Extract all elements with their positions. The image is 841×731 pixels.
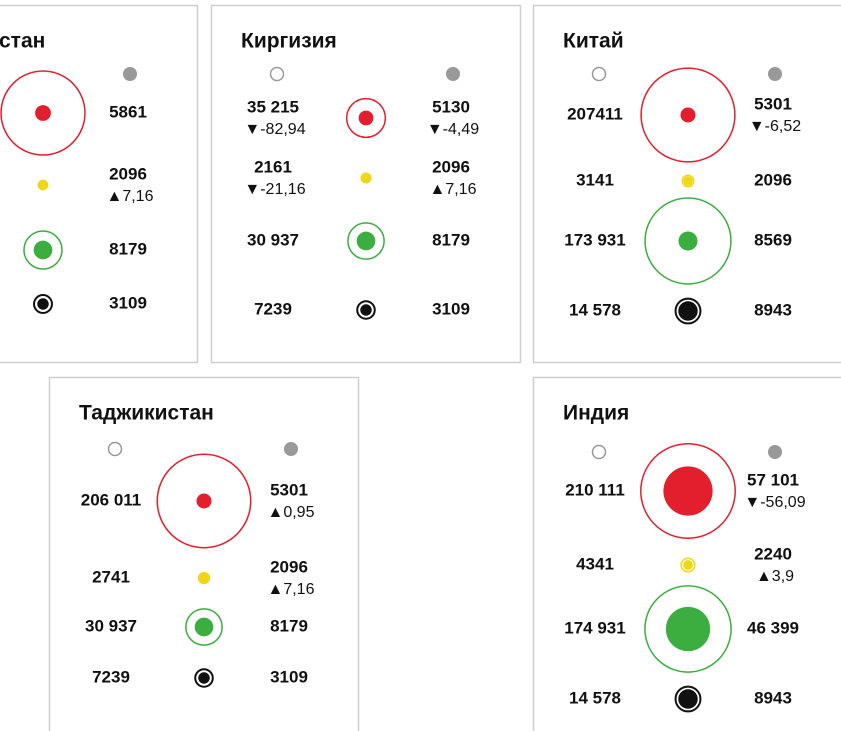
card: Киргизия 35 215 ▼-82,94 5130 ▼-4,49 2161 ▼-21,…: [210, 4, 522, 364]
left-value: 35 215: [247, 97, 299, 116]
right-change: ▼-56,09: [744, 494, 805, 511]
left-value: 2741: [92, 567, 130, 586]
right-change: ▲3,9: [756, 568, 794, 585]
right-value: 8943: [754, 688, 792, 707]
inner-dot: [199, 573, 209, 583]
card: Китай 207411 5301 ▼-6,52 3141 2096 173 931 8569…: [532, 4, 841, 364]
inner-dot: [683, 176, 693, 186]
right-change: ▲7,16: [107, 188, 154, 205]
right-value: 5130: [432, 97, 470, 116]
inner-dot: [663, 466, 713, 516]
right-value: 8943: [754, 300, 792, 319]
card-title: стан: [0, 30, 45, 53]
header-icon-filled: [446, 67, 460, 81]
left-value: 3141: [576, 170, 614, 189]
inner-dot: [683, 560, 693, 570]
right-value: 2096: [270, 557, 308, 576]
right-value: 5861: [109, 102, 147, 121]
right-change: ▲7,16: [430, 181, 477, 198]
header-icon-filled: [284, 442, 298, 456]
inner-dot: [678, 689, 698, 709]
inner-dot: [678, 231, 698, 251]
inner-dot: [35, 105, 51, 121]
left-value: 14 578: [569, 300, 621, 319]
left-value: 210 111: [565, 480, 625, 499]
right-value: 2096: [109, 164, 147, 183]
inner-dot: [37, 298, 49, 310]
inner-dot: [194, 617, 214, 637]
inner-dot: [356, 231, 376, 251]
right-value: 3109: [432, 299, 470, 318]
header-icon-empty: [269, 66, 285, 82]
right-value: 3109: [270, 667, 308, 686]
inner-dot: [678, 301, 698, 321]
right-value: 3109: [109, 293, 147, 312]
left-value: 4341: [576, 554, 614, 573]
left-change: ▼-82,94: [244, 121, 305, 138]
right-value: 8179: [270, 616, 308, 635]
right-value: 8179: [109, 239, 147, 258]
left-value: 7239: [92, 667, 130, 686]
right-value: 46 399: [747, 618, 799, 637]
card-background: [0, 4, 199, 364]
card: Индия 210 111 57 101 ▼-56,09 4341 2240 ▲3,9 174…: [532, 376, 841, 731]
right-change: ▼-6,52: [749, 118, 801, 135]
card: стан 5861 2096 ▲7,16 8179 3109: [0, 4, 199, 364]
header-icon-empty: [591, 444, 607, 460]
right-value: 5301: [270, 480, 308, 499]
header-icon-empty: [591, 66, 607, 82]
card-title: Индия: [563, 402, 629, 425]
inner-dot: [665, 606, 711, 652]
right-value: 2096: [754, 170, 792, 189]
left-value: 14 578: [569, 688, 621, 707]
inner-dot: [196, 493, 212, 509]
card-title: Китай: [563, 30, 624, 53]
header-icon-filled: [768, 445, 782, 459]
left-value: 206 011: [81, 490, 142, 509]
header-icon-empty: [107, 441, 123, 457]
inner-dot: [358, 110, 374, 126]
left-change: ▼-21,16: [244, 181, 305, 198]
header-icon-filled: [123, 67, 137, 81]
right-change: ▼-4,49: [427, 121, 479, 138]
inner-dot: [198, 672, 210, 684]
left-value: 7239: [254, 299, 292, 318]
inner-dot: [33, 240, 53, 260]
card-title: Таджикистан: [79, 402, 214, 425]
right-value: 2096: [432, 157, 470, 176]
inner-dot: [38, 180, 48, 190]
card-title: Киргизия: [241, 30, 337, 53]
right-value: 2240: [754, 544, 792, 563]
left-value: 2161: [254, 157, 292, 176]
right-value: 5301: [754, 94, 792, 113]
left-value: 30 937: [247, 230, 299, 249]
card: Таджикистан 206 011 5301 ▲0,95 2741 2096 ▲7,16…: [48, 376, 360, 731]
right-value: 57 101: [747, 470, 799, 489]
left-value: 173 931: [564, 230, 625, 249]
inner-dot: [360, 304, 372, 316]
header-icon-filled: [768, 67, 782, 81]
inner-dot: [680, 107, 696, 123]
right-change: ▲7,16: [268, 581, 315, 598]
right-value: 8569: [754, 230, 792, 249]
inner-dot: [361, 173, 371, 183]
left-value: 30 937: [85, 616, 137, 635]
left-value: 207411: [567, 104, 623, 123]
left-value: 174 931: [564, 618, 625, 637]
right-value: 8179: [432, 230, 470, 249]
right-change: ▲0,95: [268, 504, 315, 521]
